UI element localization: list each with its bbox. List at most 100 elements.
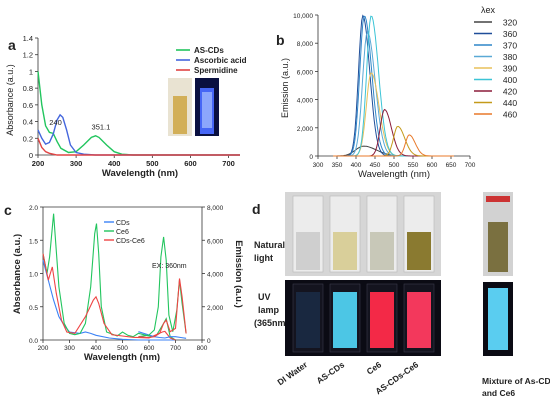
panel-a-x-ticks: 200 300 400 500 600 700 <box>32 155 235 168</box>
panel-c-y2-tick-label: 0 <box>207 338 211 345</box>
inset-vial-uv-glow <box>202 92 212 128</box>
panel-c-x-tick-label: 300 <box>64 345 75 352</box>
panel-d-vials <box>292 195 435 353</box>
panel-a-y-ticks: 0 0.2 0.4 0.6 0.8 1 1.2 1.4 <box>23 34 38 160</box>
panel-c-label: c <box>4 202 12 218</box>
panel-a-annotations: 240 351.1 <box>49 118 110 131</box>
uv-lamp-label-line3: (365nm) <box>254 318 289 328</box>
panel-c-y2-ticks: 0 2,000 4,000 6,000 8,000 <box>202 205 224 345</box>
mixture-cap <box>486 196 510 202</box>
vial-natural-liquid <box>407 232 431 270</box>
panel-a-x-tick-label: 700 <box>222 159 235 168</box>
panel-c-x-label: Wavelength (nm) <box>84 352 160 363</box>
panel-c-y-ticks: 0.0 0.5 1.0 1.5 2.0 <box>29 205 43 345</box>
panel-b-x-tick-label: 600 <box>427 162 438 169</box>
inset-vial-natural-liquid <box>173 96 187 134</box>
panel-b-y-tick-label: 6,000 <box>297 69 314 76</box>
natural-light-label-line2: light <box>254 253 273 263</box>
panel-a-y-tick-label: 0 <box>29 151 33 160</box>
panel-a-annotation: 240 <box>49 118 62 127</box>
panel-c-y-tick-label: 0.5 <box>29 305 38 312</box>
panel-a-annotation: 351.1 <box>92 122 111 131</box>
panel-b-x-tick-label: 300 <box>313 162 324 169</box>
panel-b-y-label: Emission (a.u.) <box>280 58 290 118</box>
panel-d-label: d <box>252 201 261 217</box>
panel-c-x-tick-label: 700 <box>170 345 181 352</box>
panel-c-y-tick-label: 1.0 <box>29 272 38 279</box>
panel-a-y-tick-label: 0.2 <box>23 134 33 143</box>
panel-b-line-390 <box>333 72 454 157</box>
panel-c: c 0.00.51.01.52.0 02,0004,0006,0008,000 … <box>4 202 244 363</box>
vial-uv-liquid <box>407 292 431 348</box>
mixture-label-line2: and Ce6 <box>482 388 515 398</box>
vial-label: AS-CDs <box>314 359 346 385</box>
panel-a-x-tick-label: 200 <box>32 159 45 168</box>
panel-c-y2-tick-label: 2,000 <box>207 305 224 312</box>
panel-b-y-tick-label: 4,000 <box>297 98 314 105</box>
panel-b-x-tick-label: 700 <box>465 162 476 169</box>
panel-b-legend-label: 380 <box>503 52 517 62</box>
panel-b-y-ticks: 0 2,000 4,000 6,000 8,000 10,000 <box>293 13 318 161</box>
panel-c-legend: CDs Ce6 CDs-Ce6 <box>104 220 145 245</box>
panel-b-x-tick-label: 350 <box>332 162 343 169</box>
panel-d: d Natural light UV lamp (365nm) DI Water… <box>252 192 550 398</box>
panel-c-y-label: Absorbance (a.u.) <box>12 234 23 314</box>
panel-a-x-tick-label: 400 <box>108 159 121 168</box>
panel-b-legend-label: 460 <box>503 110 517 120</box>
panel-c-y2-label: Emission (a.u.) <box>233 240 244 308</box>
panel-b-x-tick-label: 550 <box>408 162 419 169</box>
mixture-natural-liquid <box>488 222 508 272</box>
panel-b-y-tick-label: 2,000 <box>297 126 314 133</box>
panel-a-label: a <box>8 37 16 53</box>
panel-b-label: b <box>276 32 285 48</box>
panel-a-x-label: Wavelength (nm) <box>102 168 178 179</box>
panel-b-x-tick-label: 650 <box>446 162 457 169</box>
panel-b-legend-title: λex <box>481 5 496 15</box>
vial-uv-liquid <box>333 292 357 348</box>
panel-b-y-tick-label: 10,000 <box>293 13 313 20</box>
mixture-label-line1: Mixture of As-CDs <box>482 376 550 386</box>
panel-a-line-spermidine <box>37 138 240 156</box>
vial-natural-liquid <box>296 232 320 270</box>
panel-b-line-460 <box>333 134 454 157</box>
panel-b-legend-label: 440 <box>503 98 517 108</box>
panel-b-legend-label: 320 <box>503 18 517 28</box>
panel-b-y-tick-label: 8,000 <box>297 41 314 48</box>
panel-a-x-tick-label: 500 <box>146 159 159 168</box>
vial-label: DI Water <box>275 359 309 387</box>
panel-c-series-lines <box>42 213 187 341</box>
panel-b-legend-label: 370 <box>503 41 517 51</box>
panel-c-y-tick-label: 1.5 <box>29 238 38 245</box>
panel-c-y2-tick-label: 4,000 <box>207 272 224 279</box>
panel-c-legend-label: Ce6 <box>116 229 129 236</box>
panel-c-line-cds <box>42 260 176 341</box>
panel-b-x-tick-label: 450 <box>370 162 381 169</box>
panel-c-excitation-annotation: EX: 360nm <box>152 263 187 270</box>
panel-c-legend-label: CDs-Ce6 <box>116 238 145 245</box>
natural-light-label-line1: Natural <box>254 240 285 250</box>
panel-c-y-tick-label: 2.0 <box>29 205 38 212</box>
panel-b-line-420 <box>333 108 454 157</box>
panel-b-legend-label: 360 <box>503 29 517 39</box>
vial-uv-liquid <box>296 292 320 348</box>
panel-b-series-lines <box>333 14 454 157</box>
panel-b: b 0 2,000 4,000 6,000 8,000 10,000 300 350 400 4… <box>276 5 517 180</box>
uv-lamp-label-line1: UV <box>258 292 271 302</box>
panel-c-x-tick-label: 600 <box>144 345 155 352</box>
panel-a-x-tick-label: 300 <box>70 159 83 168</box>
panel-b-legend-label: 390 <box>503 64 517 74</box>
panel-c-legend-label: CDs <box>116 220 130 227</box>
panel-a-y-tick-label: 0.6 <box>23 101 33 110</box>
panel-b-legend-label: 420 <box>503 87 517 97</box>
panel-a-y-tick-label: 0.4 <box>23 118 33 127</box>
panel-b-legend-label: 400 <box>503 75 517 85</box>
panel-a-y-tick-label: 1.4 <box>23 34 33 43</box>
panel-a-y-tick-label: 1 <box>29 67 33 76</box>
panel-a-y-label: Absorbance (a.u.) <box>5 64 15 136</box>
panel-b-x-ticks: 300 350 400 450 500 550 600 650 700 <box>313 156 476 169</box>
panel-a-x-tick-label: 600 <box>184 159 197 168</box>
panel-a-legend-label: Ascorbic acid <box>194 56 247 65</box>
panel-c-y2-tick-label: 6,000 <box>207 238 224 245</box>
